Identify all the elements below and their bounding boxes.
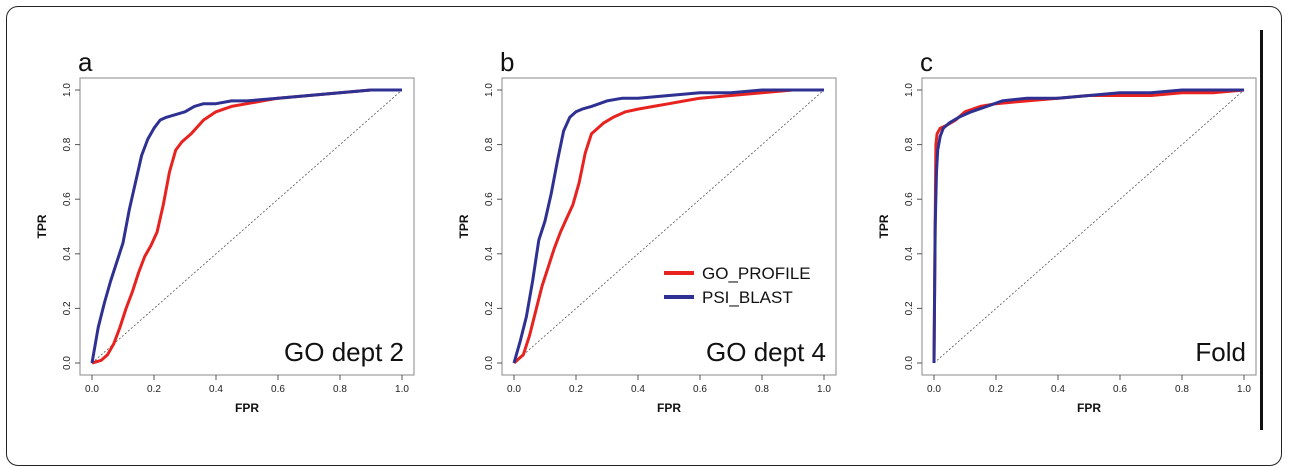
- series-line-go-profile: [513, 88, 824, 365]
- y-tick-label: 0.4: [62, 246, 73, 260]
- right-edge-bar: [1260, 30, 1263, 430]
- legend-entry: PSI_BLAST: [702, 288, 793, 307]
- diagonal-reference-line: [933, 89, 1245, 364]
- panel-letter: c: [920, 47, 933, 77]
- x-tick-label: 0.8: [1175, 384, 1189, 395]
- legend: GO_PROFILE PSI_BLAST: [664, 264, 811, 307]
- x-axis-label: FPR: [1077, 401, 1101, 415]
- legend-entry: GO_PROFILE: [702, 264, 811, 283]
- x-tick-label: 1.0: [817, 384, 831, 395]
- y-tick-label: 1.0: [62, 83, 73, 97]
- y-axis-label: TPR: [35, 214, 49, 238]
- y-tick-label: 0.2: [904, 301, 915, 315]
- panel-annotation: GO dept 4: [706, 337, 826, 367]
- panel-letter: b: [500, 47, 514, 77]
- x-tick-label: 0.2: [989, 384, 1003, 395]
- panel-c: 0.0 0.2 0.4 0.6 0.8 1.0 0.0 0.2 0.4 0.6 0.8 1.0 FPR T…: [877, 47, 1257, 415]
- series-line-psi-blast: [90, 88, 402, 364]
- plot-frame: [79, 77, 415, 376]
- panel-letter: a: [78, 47, 93, 77]
- x-tick-label: 0.2: [569, 384, 583, 395]
- x-tick-label: 0.4: [209, 384, 223, 395]
- y-tick-label: 0.4: [484, 246, 495, 260]
- plot-frame: [501, 77, 837, 376]
- y-tick-label: 1.0: [484, 83, 495, 97]
- x-tick-label: 0.4: [631, 384, 645, 395]
- y-tick-label: 0.8: [904, 137, 915, 151]
- y-tick-label: 0.0: [62, 356, 73, 370]
- series-line-psi-blast: [932, 88, 1244, 364]
- plot-frame: [921, 77, 1257, 376]
- x-tick-label: 1.0: [1237, 384, 1251, 395]
- x-tick-label: 0.8: [333, 384, 347, 395]
- diagonal-reference-line: [91, 89, 403, 364]
- panel-annotation: Fold: [1195, 337, 1246, 367]
- x-tick-label: 0.6: [1113, 384, 1127, 395]
- y-tick-label: 0.2: [62, 301, 73, 315]
- x-axis-label: FPR: [235, 401, 259, 415]
- diagonal-reference-line: [513, 89, 825, 364]
- panel-b: 0.0 0.2 0.4 0.6 0.8 1.0 0.0 0.2 0.4 0.6 0.8 1.0 FPR T…: [457, 47, 837, 415]
- x-tick-label: 0.0: [927, 384, 941, 395]
- x-tick-label: 0.0: [85, 384, 99, 395]
- y-axis-label: TPR: [877, 214, 891, 238]
- y-tick-label: 0.4: [904, 246, 915, 260]
- y-tick-label: 0.8: [484, 137, 495, 151]
- x-tick-label: 0.6: [271, 384, 285, 395]
- x-tick-label: 0.4: [1051, 384, 1065, 395]
- y-tick-label: 0.2: [484, 301, 495, 315]
- x-tick-label: 0.2: [147, 384, 161, 395]
- y-tick-label: 1.0: [904, 83, 915, 97]
- x-axis-label: FPR: [657, 401, 681, 415]
- y-tick-label: 0.6: [904, 192, 915, 206]
- roc-figure: 0.0 0.2 0.4 0.6 0.8 1.0 0.0 0.2 0.4 0.6 0.8 1.0 FPR T…: [35, 47, 1257, 415]
- panel-annotation: GO dept 2: [284, 337, 404, 367]
- y-tick-label: 0.6: [62, 192, 73, 206]
- x-tick-label: 0.6: [693, 384, 707, 395]
- x-tick-label: 0.0: [507, 384, 521, 395]
- y-tick-label: 0.6: [484, 192, 495, 206]
- panel-a: 0.0 0.2 0.4 0.6 0.8 1.0 0.0 0.2 0.4 0.6 0.8 1.0 FPR T…: [35, 47, 415, 415]
- x-tick-label: 0.8: [755, 384, 769, 395]
- y-axis-label: TPR: [457, 214, 471, 238]
- y-tick-label: 0.8: [62, 137, 73, 151]
- y-tick-label: 0.0: [484, 356, 495, 370]
- y-tick-label: 0.0: [904, 356, 915, 370]
- x-tick-label: 1.0: [395, 384, 409, 395]
- series-line-psi-blast: [512, 88, 824, 364]
